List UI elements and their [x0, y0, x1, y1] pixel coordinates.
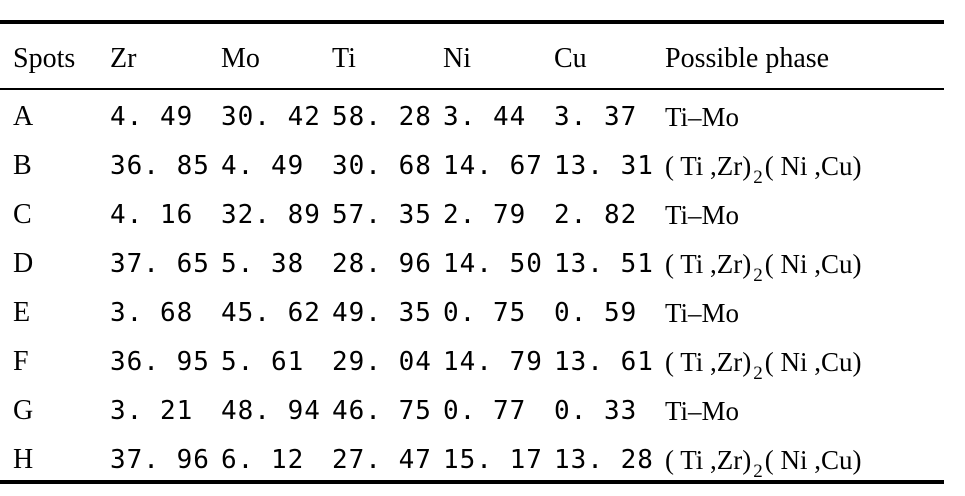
header-spots: Spots: [13, 43, 76, 74]
cell-zr: 36. 95: [110, 347, 210, 377]
cell-ti: 27. 47: [332, 445, 432, 475]
cell-ti: 30. 68: [332, 151, 432, 181]
cell-spot: H: [13, 444, 34, 475]
table-row: A 4. 49 30. 42 58. 28 3. 44 3. 37 Ti–Mo: [0, 92, 944, 142]
cell-phase: Ti–Mo: [665, 92, 743, 142]
cell-mo: 32. 89: [221, 200, 321, 230]
phase-subscript: 2: [753, 265, 763, 286]
cell-mo: 6. 12: [221, 445, 305, 475]
cell-ti: 28. 96: [332, 249, 432, 279]
table-row: E 3. 68 45. 62 49. 35 0. 75 0. 59 Ti–Mo: [0, 288, 944, 338]
cell-cu: 0. 33: [554, 396, 638, 426]
header-ti: Ti: [332, 43, 356, 74]
table-header-row: Spots Zr Mo Ti Ni Cu Possible phase: [0, 34, 944, 84]
cell-ti: 57. 35: [332, 200, 432, 230]
header-zr: Zr: [110, 43, 137, 74]
phase-subscript: 2: [753, 363, 763, 384]
header-cu: Cu: [554, 43, 587, 74]
cell-spot: C: [13, 199, 32, 230]
cell-spot: E: [13, 297, 31, 328]
cell-ti: 58. 28: [332, 102, 432, 132]
phase-part-b: ( Ni ,Cu): [764, 445, 862, 475]
cell-mo: 4. 49: [221, 151, 305, 181]
cell-ni: 14. 67: [443, 151, 543, 181]
cell-mo: 5. 61: [221, 347, 305, 377]
header-ni: Ni: [443, 43, 471, 74]
phase-part-b: ( Ni ,Cu): [764, 151, 862, 181]
phase-subscript: 2: [753, 167, 763, 188]
phase-part-a: ( Ti ,Zr): [665, 151, 752, 181]
cell-phase: Ti–Mo: [665, 386, 743, 436]
table-bottom-rule: [0, 480, 944, 484]
cell-ti: 49. 35: [332, 298, 432, 328]
phase-part-b: ( Ni ,Cu): [764, 347, 862, 377]
cell-zr: 36. 85: [110, 151, 210, 181]
table-row: D 37. 65 5. 38 28. 96 14. 50 13. 51 ( Ti…: [0, 239, 944, 289]
cell-ni: 15. 17: [443, 445, 543, 475]
cell-cu: 3. 37: [554, 102, 638, 132]
cell-phase: ( Ti ,Zr) 2( Ni ,Cu): [665, 337, 862, 387]
phase-part-a: Ti–Mo: [665, 102, 740, 132]
phase-part-a: ( Ti ,Zr): [665, 347, 752, 377]
header-possible-phase: Possible phase: [665, 43, 830, 74]
cell-zr: 37. 96: [110, 445, 210, 475]
cell-phase: ( Ti ,Zr) 2( Ni ,Cu): [665, 141, 862, 191]
cell-zr: 4. 16: [110, 200, 194, 230]
table-row: B 36. 85 4. 49 30. 68 14. 67 13. 31 ( Ti…: [0, 141, 944, 191]
cell-cu: 13. 28: [554, 445, 654, 475]
header-mo: Mo: [221, 43, 260, 74]
phase-part-a: Ti–Mo: [665, 298, 740, 328]
cell-spot: A: [13, 101, 34, 132]
cell-mo: 48. 94: [221, 396, 321, 426]
phase-subscript: 2: [753, 461, 763, 482]
cell-cu: 0. 59: [554, 298, 638, 328]
phase-part-a: ( Ti ,Zr): [665, 249, 752, 279]
table-row: F 36. 95 5. 61 29. 04 14. 79 13. 61 ( Ti…: [0, 337, 944, 387]
cell-spot: D: [13, 248, 34, 279]
cell-zr: 3. 68: [110, 298, 194, 328]
cell-spot: F: [13, 346, 29, 377]
cell-spot: G: [13, 395, 34, 426]
cell-cu: 13. 31: [554, 151, 654, 181]
cell-ni: 2. 79: [443, 200, 527, 230]
table-header-rule: [0, 88, 944, 90]
cell-spot: B: [13, 150, 32, 181]
table-row: C 4. 16 32. 89 57. 35 2. 79 2. 82 Ti–Mo: [0, 190, 944, 240]
cell-mo: 5. 38: [221, 249, 305, 279]
cell-cu: 2. 82: [554, 200, 638, 230]
phase-part-a: Ti–Mo: [665, 396, 740, 426]
cell-ni: 14. 79: [443, 347, 543, 377]
cell-zr: 4. 49: [110, 102, 194, 132]
cell-phase: Ti–Mo: [665, 190, 743, 240]
cell-cu: 13. 61: [554, 347, 654, 377]
cell-ni: 3. 44: [443, 102, 527, 132]
cell-ti: 29. 04: [332, 347, 432, 377]
cell-ni: 0. 77: [443, 396, 527, 426]
cell-ti: 46. 75: [332, 396, 432, 426]
cell-mo: 30. 42: [221, 102, 321, 132]
table-top-rule: [0, 20, 944, 24]
table-row: H 37. 96 6. 12 27. 47 15. 17 13. 28 ( Ti…: [0, 435, 944, 485]
cell-zr: 37. 65: [110, 249, 210, 279]
cell-cu: 13. 51: [554, 249, 654, 279]
cell-phase: ( Ti ,Zr) 2( Ni ,Cu): [665, 435, 862, 485]
table-row: G 3. 21 48. 94 46. 75 0. 77 0. 33 Ti–Mo: [0, 386, 944, 436]
cell-zr: 3. 21: [110, 396, 194, 426]
cell-ni: 14. 50: [443, 249, 543, 279]
phase-part-b: ( Ni ,Cu): [764, 249, 862, 279]
cell-mo: 45. 62: [221, 298, 321, 328]
cell-ni: 0. 75: [443, 298, 527, 328]
phase-part-a: Ti–Mo: [665, 200, 740, 230]
cell-phase: ( Ti ,Zr) 2( Ni ,Cu): [665, 239, 862, 289]
cell-phase: Ti–Mo: [665, 288, 743, 338]
phase-part-a: ( Ti ,Zr): [665, 445, 752, 475]
